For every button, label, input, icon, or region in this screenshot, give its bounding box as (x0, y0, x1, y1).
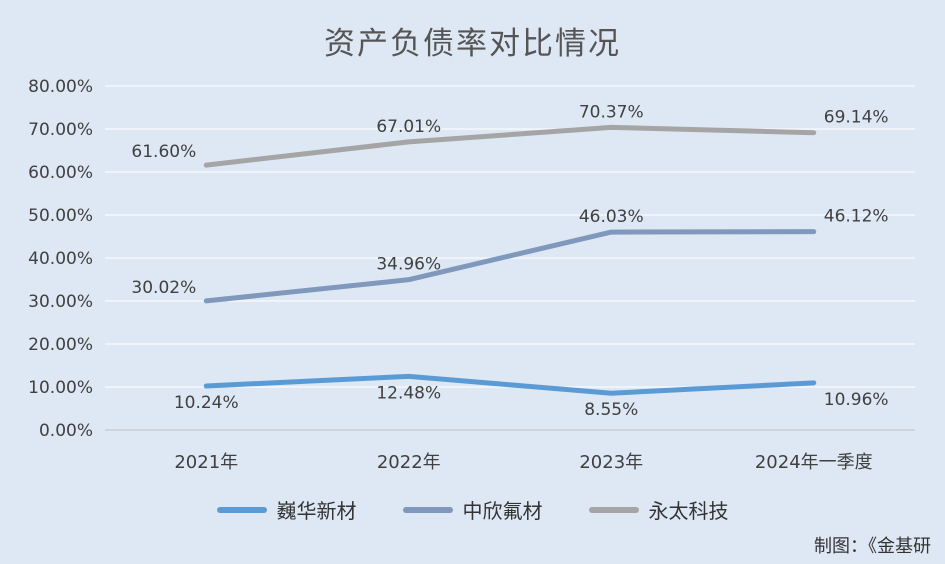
legend-swatch-2 (402, 506, 453, 513)
y-tick-label-4: 40.00% (28, 249, 93, 269)
y-tick-label-0: 0.00% (39, 421, 93, 441)
legend: 巍华新材 中欣氟材 永太科技 (0, 495, 945, 524)
data-label-s1-p1: 10.24% (174, 393, 239, 413)
series-line-2 (203, 229, 817, 304)
chart-credit: 制图：《金基研 (814, 536, 931, 557)
data-label-s3-p1: 61.60% (131, 142, 196, 162)
data-label-s3-p3: 70.37% (579, 102, 644, 122)
data-label-s3-p4: 69.14% (824, 108, 889, 128)
legend-swatch-1 (216, 506, 267, 513)
y-tick-label-6: 60.00% (28, 163, 93, 183)
y-tick-label-8: 80.00% (28, 77, 93, 97)
data-label-s2-p2: 34.96% (376, 255, 441, 275)
data-label-s1-p2: 12.48% (376, 383, 441, 403)
y-tick-label-3: 30.00% (28, 292, 93, 312)
x-tick-label-3: 2024年一季度 (755, 452, 873, 473)
x-tick-label-2: 2023年 (579, 452, 643, 473)
series-line-3 (203, 124, 817, 168)
data-label-s2-p4: 46.12% (824, 207, 889, 227)
y-tick-label-1: 10.00% (28, 378, 93, 398)
y-tick-label-5: 50.00% (28, 206, 93, 226)
legend-swatch-3 (588, 506, 639, 513)
data-label-s2-p3: 46.03% (579, 207, 644, 227)
x-tick-label-1: 2022年 (377, 452, 441, 473)
data-label-s1-p4: 10.96% (824, 390, 889, 410)
y-tick-label-2: 20.00% (28, 335, 93, 355)
y-tick-label-7: 70.00% (28, 120, 93, 140)
legend-label-1: 巍华新材 (276, 499, 357, 523)
data-label-s1-p3: 8.55% (584, 400, 638, 420)
legend-label-3: 永太科技 (648, 499, 729, 523)
data-label-s3-p2: 67.01% (376, 117, 441, 137)
legend-item-1: 巍华新材 (216, 495, 357, 524)
legend-item-3: 永太科技 (588, 495, 729, 524)
legend-label-2: 中欣氟材 (462, 499, 543, 523)
x-tick-label-0: 2021年 (174, 452, 238, 473)
legend-item-2: 中欣氟材 (402, 495, 543, 524)
data-label-s2-p1: 30.02% (131, 278, 196, 298)
series-line-1 (203, 373, 817, 396)
chart-title: 资产负债率对比情况 (324, 26, 621, 62)
